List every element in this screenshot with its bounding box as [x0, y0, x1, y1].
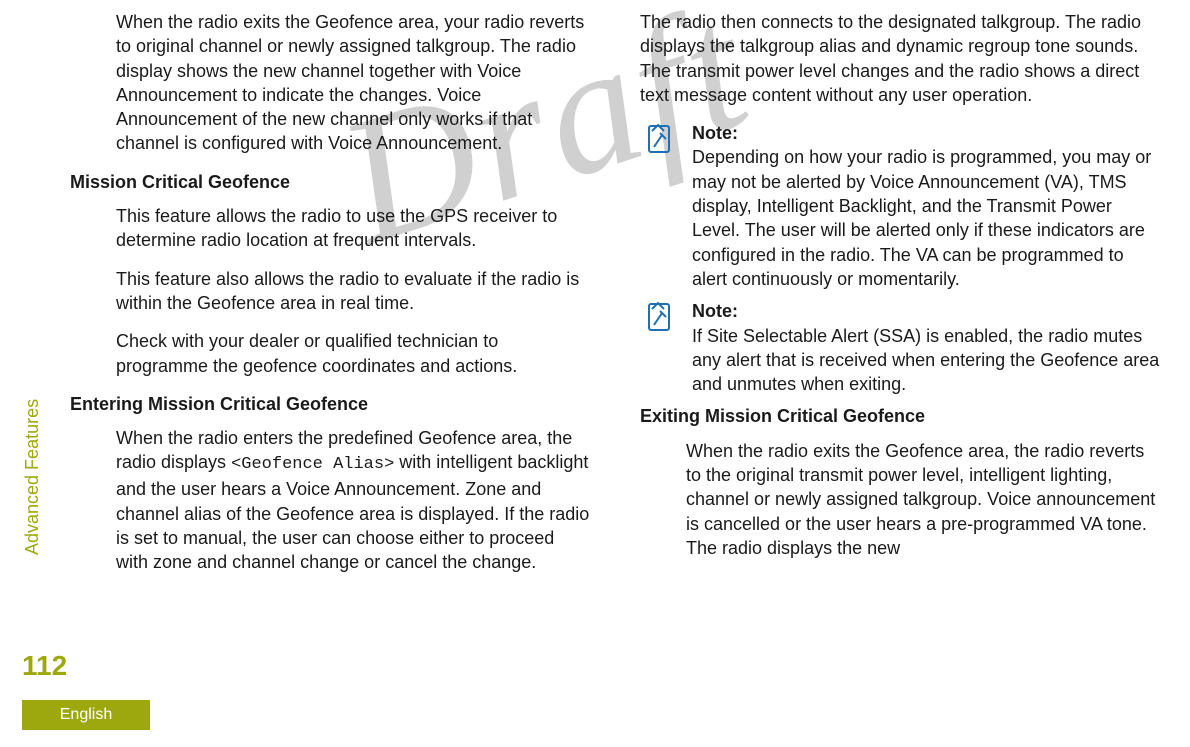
note-icon	[640, 299, 692, 396]
note-title: Note:	[692, 123, 738, 143]
body-paragraph: Check with your dealer or qualified tech…	[116, 329, 590, 378]
chapter-label: Advanced Features	[22, 535, 222, 555]
body-paragraph: This feature also allows the radio to ev…	[116, 267, 590, 316]
body-paragraph: The radio then connects to the designate…	[640, 10, 1160, 107]
note-body: Note: Depending on how your radio is pro…	[692, 121, 1160, 291]
note-body: Note: If Site Selectable Alert (SSA) is …	[692, 299, 1160, 396]
heading-exiting-geofence: Exiting Mission Critical Geofence	[640, 404, 1160, 428]
body-paragraph: When the radio exits the Geofence area, …	[116, 10, 590, 156]
note-text: Depending on how your radio is programme…	[692, 147, 1151, 288]
page-content: When the radio exits the Geofence area, …	[70, 10, 1170, 589]
note-icon	[640, 121, 692, 291]
body-paragraph: This feature allows the radio to use the…	[116, 204, 590, 253]
note-block: Note: Depending on how your radio is pro…	[640, 121, 1160, 291]
body-paragraph: When the radio exits the Geofence area, …	[686, 439, 1160, 560]
heading-entering-geofence: Entering Mission Critical Geofence	[70, 392, 590, 416]
language-indicator: English	[22, 700, 150, 730]
note-text: If Site Selectable Alert (SSA) is enable…	[692, 326, 1159, 395]
code-geofence-alias: <Geofence Alias>	[231, 455, 394, 474]
note-block: Note: If Site Selectable Alert (SSA) is …	[640, 299, 1160, 396]
note-title: Note:	[692, 301, 738, 321]
right-column: The radio then connects to the designate…	[640, 10, 1160, 589]
heading-mission-critical: Mission Critical Geofence	[70, 170, 590, 194]
left-column: When the radio exits the Geofence area, …	[70, 10, 590, 589]
page-number: 112	[22, 650, 67, 682]
